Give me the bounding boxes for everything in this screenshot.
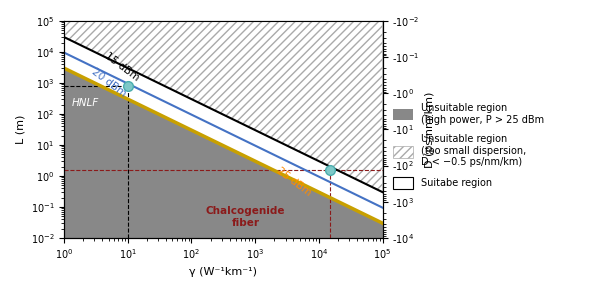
Text: 25 dBm: 25 dBm: [274, 166, 313, 198]
Text: 15 dBm: 15 dBm: [102, 51, 141, 83]
Legend: Unsuitable region
(high power, P > 25 dBm, Unsuitable region
(too small dispersi: Unsuitable region (high power, P > 25 dB…: [394, 103, 544, 189]
Text: HNLF: HNLF: [72, 98, 99, 108]
Text: 20 dBm: 20 dBm: [89, 67, 128, 99]
Y-axis label: L (m): L (m): [15, 115, 25, 144]
Y-axis label: D (ps/nm/km): D (ps/nm/km): [425, 91, 435, 168]
X-axis label: γ (W⁻¹km⁻¹): γ (W⁻¹km⁻¹): [189, 267, 257, 277]
Text: Chalcogenide
fiber: Chalcogenide fiber: [206, 206, 285, 227]
